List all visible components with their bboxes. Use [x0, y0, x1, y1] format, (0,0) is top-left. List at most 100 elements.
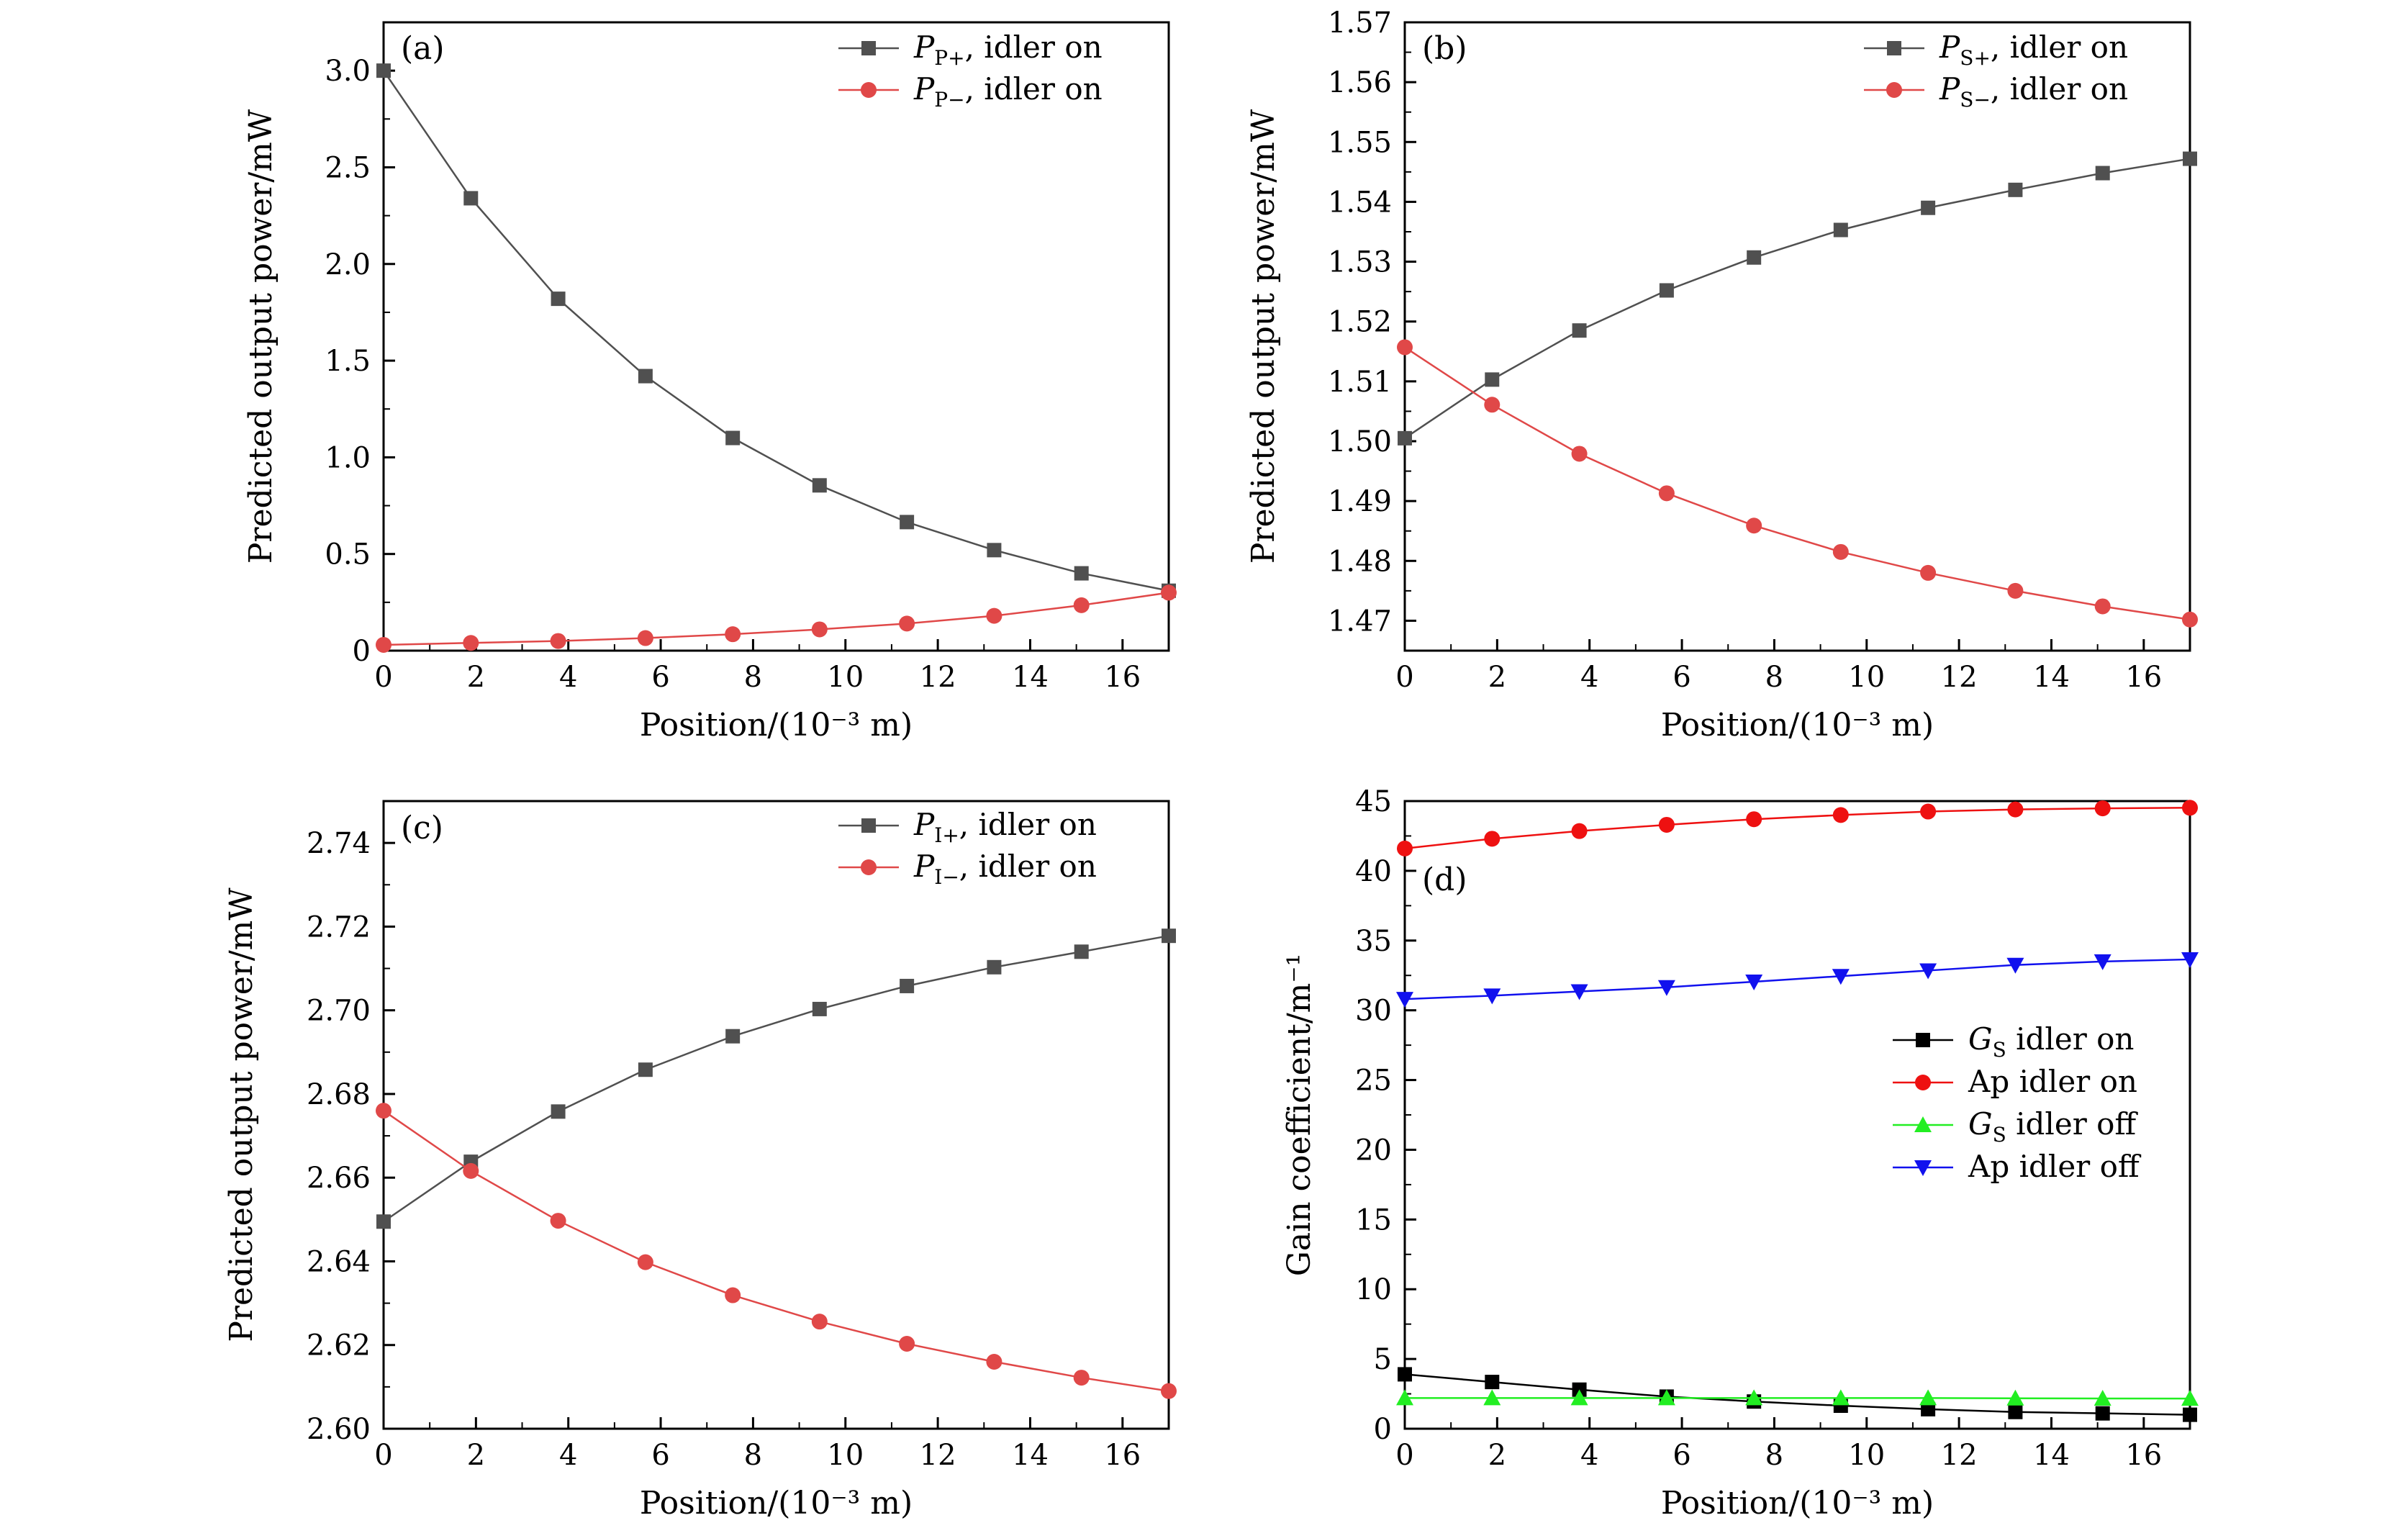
y-tick-label: 2.68: [307, 1078, 371, 1111]
data-point: [987, 959, 1002, 975]
data-point: [1483, 988, 1501, 1005]
data-point: [1396, 992, 1413, 1008]
data-point: [812, 478, 827, 493]
y-tick-label: 1.47: [1328, 605, 1392, 638]
plot-frame: [382, 800, 1170, 1430]
y-tick-label: 45: [1355, 785, 1392, 818]
data-point: [1746, 811, 1762, 828]
data-point: [1571, 823, 1588, 839]
chart-panel-1: 0 2 4 6 8 10 12 14 16 0 0.5 1.0 1.5 2.0 2.5 3.0 Position…: [243, 21, 1177, 744]
legend-marker: [861, 41, 876, 55]
series-line: [1404, 958, 2191, 1000]
series-2: [1397, 800, 2198, 857]
x-tick-label: 12: [920, 661, 956, 694]
data-point: [2006, 957, 2024, 974]
data-point: [1921, 200, 1936, 215]
x-tick-label: 0: [374, 1439, 392, 1472]
y-tick-label: 1.51: [1328, 366, 1392, 399]
y-tick-label: 2.64: [307, 1245, 371, 1278]
data-point: [2182, 611, 2198, 628]
data-point: [2181, 1390, 2199, 1406]
panel-label: (b): [1422, 30, 1467, 67]
data-point: [1572, 323, 1587, 338]
series-1: [1398, 1367, 2197, 1422]
y-tick-label: 1.52: [1328, 306, 1392, 339]
series-4: [1396, 952, 2199, 1008]
y-tick-label: 1.57: [1328, 6, 1392, 40]
data-point: [1832, 807, 1849, 823]
data-point: [376, 1103, 391, 1119]
x-tick-label: 8: [744, 661, 762, 694]
y-tick-label: 1.5: [325, 345, 371, 378]
data-point: [1833, 222, 1848, 238]
data-point: [811, 621, 828, 638]
y-tick-label: 35: [1355, 925, 1392, 958]
data-point: [1657, 980, 1675, 996]
data-point: [1073, 597, 1090, 613]
legend-entry: PS−, idler on: [1864, 71, 2128, 112]
data-point: [1397, 840, 1413, 857]
data-point: [2094, 800, 2111, 817]
data-point: [1074, 944, 1089, 959]
x-tick-label: 12: [920, 1439, 956, 1472]
legend-entry: PP−, idler on: [838, 71, 1103, 112]
data-point: [463, 191, 479, 206]
y-tick-label: 0.5: [325, 538, 371, 571]
legend-marker: [1886, 82, 1902, 98]
legend-entry: PP+, idler on: [838, 30, 1103, 70]
data-point: [1485, 1375, 1500, 1390]
series-1: [376, 928, 1176, 1229]
series-line: [383, 934, 1169, 1223]
data-point: [376, 63, 391, 78]
data-point: [900, 978, 915, 993]
y-tick-label: 1.53: [1328, 246, 1392, 279]
data-point: [900, 515, 915, 530]
data-point: [1657, 1389, 1675, 1406]
x-axis-label: Position/(10⁻³ m): [640, 707, 913, 744]
series-line: [1404, 1373, 2191, 1416]
data-point: [1921, 1401, 1936, 1416]
data-point: [1658, 485, 1675, 502]
data-point: [1659, 283, 1674, 298]
data-point: [1747, 250, 1762, 265]
x-tick-label: 4: [1580, 1439, 1598, 1472]
data-point: [1397, 339, 1413, 356]
data-point: [1832, 543, 1849, 560]
data-point: [1484, 831, 1501, 847]
legend-label: PP+, idler on: [913, 30, 1103, 70]
data-point: [1484, 397, 1501, 413]
plot-frame: [1403, 21, 2191, 652]
legend-entry: Ap idler off: [1893, 1149, 2142, 1184]
y-tick-label: 1.50: [1328, 425, 1392, 458]
x-tick-label: 14: [2033, 1439, 2070, 1472]
y-tick-label: 3.0: [325, 55, 371, 88]
data-point: [1074, 566, 1089, 581]
data-point: [1398, 1367, 1412, 1382]
data-point: [725, 1287, 741, 1303]
series-line: [383, 592, 1169, 646]
data-point: [1570, 1389, 1588, 1406]
data-point: [2183, 1407, 2197, 1422]
y-tick-label: 2.66: [307, 1162, 371, 1195]
legend-marker: [1914, 1160, 1932, 1176]
x-tick-label: 12: [1941, 661, 1978, 694]
legend-marker: [1915, 1075, 1931, 1090]
y-tick-label: 25: [1355, 1065, 1392, 1098]
legend-label: PP−, idler on: [913, 71, 1103, 112]
y-tick-label: 5: [1374, 1343, 1392, 1376]
y-tick-label: 1.56: [1328, 66, 1392, 99]
y-axis-label: Gain coefficient/m⁻¹: [1281, 954, 1318, 1276]
legend-label: PI+, idler on: [913, 807, 1097, 847]
data-point: [986, 607, 1002, 624]
data-point: [376, 636, 391, 653]
legend-entry: GS idler off: [1893, 1106, 2138, 1147]
series-2: [1397, 339, 2198, 628]
x-tick-label: 4: [1580, 661, 1598, 694]
data-point: [899, 615, 915, 632]
y-tick-label: 2.60: [307, 1413, 371, 1446]
panel-label: (a): [401, 30, 445, 67]
series-2: [376, 1103, 1177, 1399]
x-tick-label: 6: [651, 661, 669, 694]
data-point: [1920, 803, 1937, 820]
y-tick-label: 2.0: [325, 248, 371, 281]
